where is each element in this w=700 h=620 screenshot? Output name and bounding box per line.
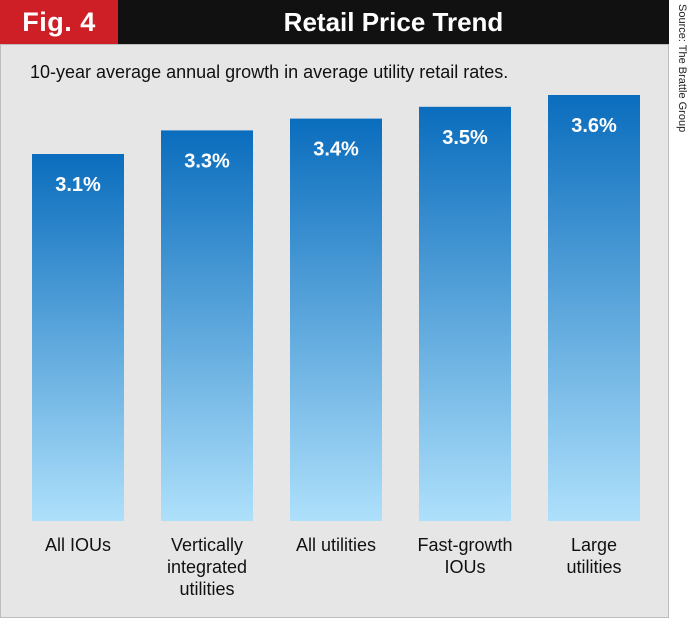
bar-5 xyxy=(548,95,640,521)
bar-1 xyxy=(32,154,124,521)
category-label-5: Large utilities xyxy=(566,535,621,577)
figure-number: Fig. 4 xyxy=(0,0,118,44)
value-label-3: 3.4% xyxy=(313,139,359,161)
chart-title: Retail Price Trend xyxy=(283,7,504,37)
value-label-5: 3.6% xyxy=(571,115,617,137)
category-label-1: All IOUs xyxy=(45,535,111,555)
bar-4 xyxy=(419,106,511,522)
category-label-2: Vertically integrated utilities xyxy=(167,535,247,599)
figure-header: Fig. 4 Retail Price Trend xyxy=(0,0,669,44)
source-note: Source: The Brattle Group xyxy=(676,4,688,133)
value-label-2: 3.3% xyxy=(184,150,230,172)
chart-subtitle: 10-year average annual growth in average… xyxy=(30,62,509,82)
value-label-4: 3.5% xyxy=(442,127,488,149)
bar-2 xyxy=(161,130,253,521)
category-label-3: All utilities xyxy=(296,535,376,555)
category-label-4: Fast-growth IOUs xyxy=(417,535,512,577)
bar-3 xyxy=(290,118,382,521)
bar-chart: 3.1% All IOUs 3.3% Vertically integrated util… xyxy=(32,95,640,599)
value-label-1: 3.1% xyxy=(55,174,101,196)
